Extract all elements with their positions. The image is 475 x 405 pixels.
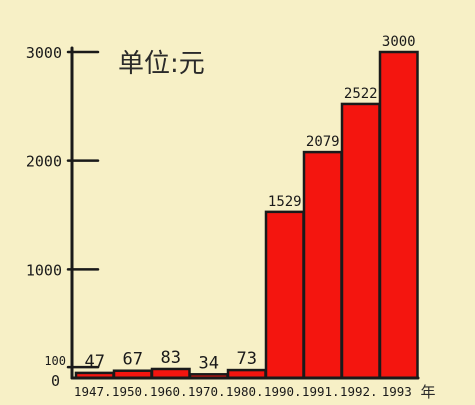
x-tick-label-1950: 1950. bbox=[112, 384, 150, 399]
data-label-1980: 73 bbox=[237, 349, 257, 369]
x-axis-unit: 年 bbox=[420, 383, 435, 401]
y-tick-label-100: 100 bbox=[44, 354, 66, 368]
y-tick-label-2000: 2000 bbox=[26, 153, 62, 171]
x-tick-label-1993: 1993 bbox=[382, 384, 412, 399]
data-label-1993: 3000 bbox=[382, 34, 416, 50]
y-tick-label-1000: 1000 bbox=[26, 261, 62, 279]
bar-1991 bbox=[302, 150, 343, 380]
y-tick-label-0: 0 bbox=[51, 372, 60, 390]
bar-1993 bbox=[378, 50, 419, 380]
chart-title: 单位:元 bbox=[118, 49, 205, 79]
data-label-1990: 1529 bbox=[268, 194, 302, 210]
data-label-1970: 34 bbox=[199, 353, 219, 373]
y-axis: 0 100 1000 2000 3000 bbox=[26, 44, 100, 390]
x-tick-label-1990: 1990. bbox=[264, 384, 302, 399]
y-tick-label-3000: 3000 bbox=[26, 44, 62, 62]
bar-1990 bbox=[264, 210, 305, 380]
bar-1992 bbox=[340, 102, 381, 380]
x-tick-label-1970: 1970. bbox=[188, 384, 226, 399]
x-tick-label-1947: 1947. bbox=[74, 384, 112, 399]
data-label-1991: 2079 bbox=[306, 134, 340, 150]
data-labels-group: 47 67 83 34 73 1529 2079 2522 3000 bbox=[85, 34, 416, 373]
x-tick-label-1992: 1992. bbox=[340, 384, 378, 399]
x-tick-label-1960: 1960. bbox=[150, 384, 188, 399]
data-label-1950: 67 bbox=[123, 350, 143, 370]
x-tick-label-1980: 1980. bbox=[226, 384, 264, 399]
x-axis: 1947. 1950. 1960. 1970. 1980. 1990. 1991. 1992.… bbox=[70, 376, 436, 401]
x-tick-label-1991: 1991. bbox=[302, 384, 340, 399]
data-label-1960: 83 bbox=[161, 348, 181, 368]
data-label-1947: 47 bbox=[85, 352, 105, 372]
data-label-1992: 2522 bbox=[344, 86, 378, 102]
